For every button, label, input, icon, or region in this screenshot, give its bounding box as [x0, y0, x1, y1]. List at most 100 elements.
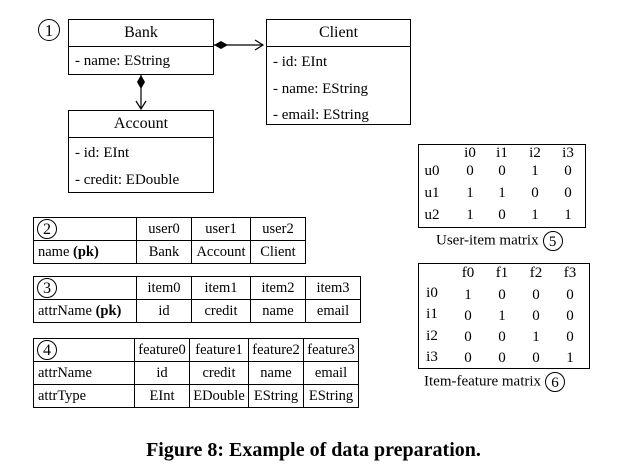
matrix-col-label: f0	[461, 265, 475, 281]
matrix-cell: 0	[566, 329, 574, 345]
matrix-cell: 0	[498, 207, 506, 223]
table-cell: credit	[191, 299, 251, 323]
matrix-cell: 1	[498, 308, 506, 324]
matrix-col-label: i2	[529, 145, 541, 161]
feature-header: feature3	[303, 338, 359, 362]
table-row: attrType EInt EDouble EString EString	[33, 384, 359, 408]
matrix-cell: 0	[498, 163, 506, 179]
marker-3: 3	[37, 278, 57, 298]
feature-header: feature0	[134, 338, 190, 362]
feature-table: 4 feature0 feature1 feature2 feature3 at…	[33, 338, 359, 408]
matrix-cell: 0	[498, 287, 506, 303]
item-header: item1	[191, 276, 251, 300]
marker-6: 6	[545, 372, 566, 392]
class-client-name: Client	[267, 20, 410, 47]
class-account-name: Account	[69, 111, 213, 138]
row-label: attrName (pk)	[33, 299, 137, 323]
table-cell: EDouble	[189, 384, 249, 408]
table-cell: id	[134, 361, 190, 385]
matrix-row-label: u0	[424, 163, 440, 179]
table-cell: email	[305, 299, 361, 323]
row-label-text: name	[38, 243, 74, 260]
user-item-matrix: i0 i1 i2 i3 u0 u1 u2 0 0 1 0 1 1 0 0 1 0…	[418, 144, 586, 228]
matrix-cell: 1	[498, 185, 506, 201]
class-bank-name: Bank	[69, 20, 213, 47]
matrix-col-label: f2	[529, 265, 543, 281]
matrix-col-label: f3	[563, 265, 577, 281]
matrix-cell: 0	[464, 350, 472, 366]
class-account-attr: - id: EInt	[75, 145, 130, 161]
matrix-col-label: i1	[496, 145, 508, 161]
matrix-cell: 1	[564, 207, 572, 223]
table-cell: EString	[248, 384, 304, 408]
feature-header: feature1	[189, 338, 249, 362]
table-cell: name	[248, 361, 304, 385]
matrix-cell: 0	[498, 329, 506, 345]
matrix-cell: 1	[466, 185, 474, 201]
matrix-row-label: i3	[426, 349, 438, 365]
matrix-row-label: u1	[424, 185, 440, 201]
table-cell: Bank	[136, 240, 192, 264]
matrix-cell: 0	[466, 163, 474, 179]
marker-1: 1	[38, 19, 60, 41]
matrix-cell: 1	[531, 163, 539, 179]
table-cell: EInt	[134, 384, 190, 408]
matrix-cell: 1	[566, 350, 574, 366]
matrix-row-label: u2	[424, 207, 440, 223]
class-bank: Bank - name: EString	[68, 19, 214, 75]
class-client-attr: - id: EInt	[273, 54, 328, 70]
matrix-row-label: i1	[426, 306, 438, 322]
table-row: 3 item0 item1 item2 item3	[33, 276, 361, 300]
item-header: item0	[136, 276, 192, 300]
item-feature-matrix: f0 f1 f2 f3 i0 i1 i2 i3 1 0 0 0 0 1 0 0 …	[418, 263, 590, 369]
table-row: attrName id credit name email	[33, 361, 359, 385]
table-cell: name	[250, 299, 306, 323]
bank-account-composition	[135, 75, 147, 111]
feature-header: feature2	[248, 338, 304, 362]
matrix-cell: 0	[532, 308, 540, 324]
user-item-caption: User-item matrix 5	[436, 231, 563, 251]
class-client: Client - id: EInt - name: EString - emai…	[266, 19, 411, 125]
table-cell: Account	[191, 240, 251, 264]
table-cell: Client	[250, 240, 306, 264]
item-header: item3	[305, 276, 361, 300]
row-label: name (pk)	[33, 240, 137, 264]
user-header: user0	[136, 217, 192, 241]
table-row: name (pk) Bank Account Client	[33, 240, 306, 264]
marker-4: 4	[37, 340, 57, 360]
item-header: item2	[250, 276, 306, 300]
matrix-cell: 0	[564, 163, 572, 179]
marker-5: 5	[542, 231, 563, 251]
marker-2: 2	[37, 219, 57, 239]
item-feature-caption-text: Item-feature matrix	[424, 373, 542, 390]
matrix-cell: 1	[464, 287, 472, 303]
matrix-col-label: f1	[495, 265, 509, 281]
user-item-caption-text: User-item matrix	[436, 232, 539, 249]
matrix-cell: 0	[566, 287, 574, 303]
matrix-cell: 0	[564, 185, 572, 201]
table-cell: email	[303, 361, 359, 385]
user-header: user1	[191, 217, 251, 241]
matrix-col-label: i0	[464, 145, 476, 161]
row-label-pk: (pk)	[95, 302, 122, 319]
item-table: 3 item0 item1 item2 item3 attrName (pk) …	[33, 276, 361, 323]
matrix-cell: 1	[532, 329, 540, 345]
matrix-cell: 0	[531, 185, 539, 201]
marker-cell: 2	[33, 217, 137, 241]
matrix-cell: 0	[498, 350, 506, 366]
table-cell: EString	[303, 384, 359, 408]
matrix-col-label: i3	[562, 145, 574, 161]
row-label: attrName	[33, 361, 135, 385]
matrix-cell: 1	[531, 207, 539, 223]
row-label: attrType	[33, 384, 135, 408]
bank-client-composition	[214, 39, 265, 51]
user-table: 2 user0 user1 user2 name (pk) Bank Accou…	[33, 217, 306, 264]
table-row: 2 user0 user1 user2	[33, 217, 306, 241]
table-row: 4 feature0 feature1 feature2 feature3	[33, 338, 359, 362]
class-account-attr: - credit: EDouble	[75, 172, 180, 188]
user-header: user2	[250, 217, 306, 241]
row-label-pk: (pk)	[73, 243, 99, 260]
matrix-cell: 0	[532, 287, 540, 303]
matrix-cell: 0	[566, 308, 574, 324]
matrix-cell: 1	[466, 207, 474, 223]
